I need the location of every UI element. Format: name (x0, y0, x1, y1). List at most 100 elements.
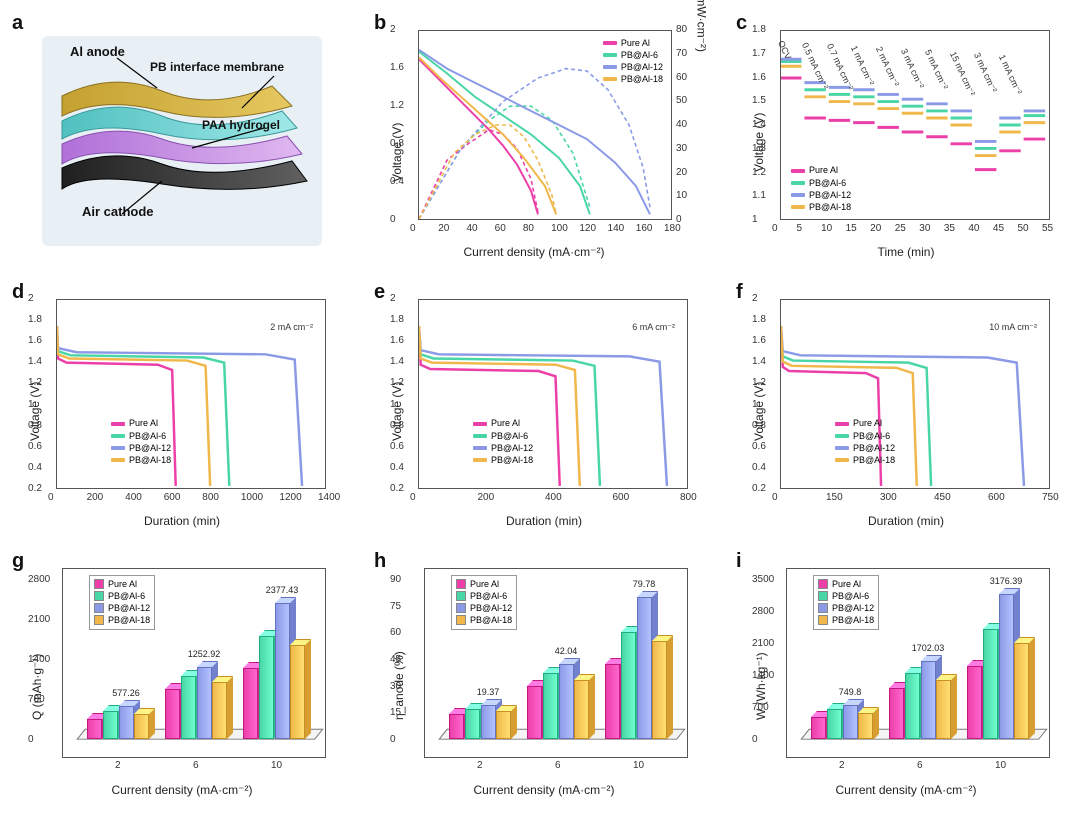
y2tick: 50 (676, 95, 687, 106)
ytick: 1.8 (752, 24, 766, 35)
ytick: 1.6 (390, 62, 404, 73)
xtick: 2 (477, 760, 483, 771)
xtick: 50 (1017, 223, 1028, 234)
bar-pure_al-2 (811, 717, 826, 739)
panel-letter-a: a (12, 12, 23, 35)
bar-pure_al-6 (889, 688, 904, 739)
schematic-diagram: Al anode PB interface membrane PAA hydro… (42, 36, 322, 246)
ytick: 2 (752, 293, 758, 304)
bar-pb6-2 (827, 709, 842, 739)
panel-letter-c: c (736, 12, 747, 35)
ytick: 1.8 (752, 314, 766, 325)
label-membrane: PB interface membrane (150, 60, 284, 74)
bar-pb12-6 (559, 664, 574, 739)
bar-pure_al-2 (449, 714, 464, 739)
bar-annotation: 577.26 (112, 688, 140, 698)
xtick: 450 (934, 492, 951, 503)
ytick: 2800 (28, 574, 50, 585)
ytick: 45 (390, 654, 401, 665)
bar-pure_al-10 (967, 666, 982, 739)
bar-pb12-6 (921, 661, 936, 739)
xtick: 15 (846, 223, 857, 234)
y2tick: 20 (676, 167, 687, 178)
power-curve-pb6 (419, 106, 590, 219)
legend-item-pb12: PB@Al-12 (835, 442, 895, 454)
ytick: 1.6 (28, 335, 42, 346)
panel-g: g Pure AlPB@Al-6PB@Al-12PB@Al-18 577.261… (12, 550, 344, 805)
plot-c-box: Pure AlPB@Al-6PB@Al-12PB@Al-18 OCV0.5 mA… (780, 30, 1050, 220)
ytick: 3500 (752, 574, 774, 585)
label-hydrogel: PAA hydrogel (202, 118, 280, 132)
y2tick: 70 (676, 48, 687, 59)
xlabel-d: Duration (min) (144, 514, 220, 528)
bar-pure_al-10 (605, 664, 620, 739)
ytick: 0.2 (752, 483, 766, 494)
plot-e-box: Pure AlPB@Al-6PB@Al-12PB@Al-18 6 mA cm⁻² (418, 299, 688, 489)
ytick: 1 (752, 399, 758, 410)
ytick: 0.4 (390, 462, 404, 473)
bar-annotation: 3176.39 (990, 576, 1023, 586)
plot-g-box: Pure AlPB@Al-6PB@Al-12PB@Al-18 577.26125… (62, 568, 326, 758)
plot-b-box: Pure AlPB@Al-6PB@Al-12PB@Al-18 (418, 30, 672, 220)
panel-c: c Pure AlPB@Al-6PB@Al-12PB@Al-18 OCV0.5 … (736, 12, 1068, 267)
ytick: 75 (390, 601, 401, 612)
ytick: 0.8 (390, 138, 404, 149)
ytick: 0.4 (28, 462, 42, 473)
bar-annotation: 2377.43 (266, 585, 299, 595)
xlabel-f: Duration (min) (868, 514, 944, 528)
ytick: 0.8 (390, 420, 404, 431)
xtick: 5 (797, 223, 803, 234)
xlabel-b: Current density (mA·cm⁻²) (463, 245, 604, 259)
ytick: 0 (390, 214, 396, 225)
bar-annotation: 1252.92 (188, 649, 221, 659)
xtick: 35 (944, 223, 955, 234)
bar-pb18-2 (134, 714, 149, 739)
bar-pb6-2 (465, 709, 480, 739)
bar-pb6-6 (905, 673, 920, 739)
ytick: 0.8 (752, 420, 766, 431)
ytick: 0.2 (390, 483, 404, 494)
plot-i-box: Pure AlPB@Al-6PB@Al-12PB@Al-18 749.81702… (786, 568, 1050, 758)
legend-c: Pure AlPB@Al-6PB@Al-12PB@Al-18 (787, 162, 855, 215)
legend-item-pb12: PB@Al-12 (111, 442, 171, 454)
y2tick: 60 (676, 72, 687, 83)
plot-d-box: Pure AlPB@Al-6PB@Al-12PB@Al-18 2 mA cm⁻² (56, 299, 326, 489)
xtick: 0 (772, 223, 778, 234)
xtick: 20 (870, 223, 881, 234)
bar-pure_al-6 (527, 686, 542, 739)
ytick: 1400 (28, 654, 50, 665)
bar-pb6-10 (983, 629, 998, 739)
xtick: 100 (551, 223, 568, 234)
ytick: 2 (390, 293, 396, 304)
panel-letter-h: h (374, 550, 386, 573)
ytick: 0.8 (28, 420, 42, 431)
discharge-curve-pb12 (419, 326, 667, 486)
legend-d: Pure AlPB@Al-6PB@Al-12PB@Al-18 (107, 415, 175, 468)
ytick: 60 (390, 627, 401, 638)
legend-item-pure_al: Pure Al (473, 417, 533, 429)
ytick: 1.2 (752, 167, 766, 178)
xtick: 0 (410, 223, 416, 234)
bar-annotation: 79.78 (633, 579, 656, 589)
xlabel-h: Current density (mA·cm⁻²) (473, 783, 614, 797)
xlabel-i: Current density (mA·cm⁻²) (835, 783, 976, 797)
bar-pb12-2 (119, 706, 134, 739)
xtick: 6 (917, 760, 923, 771)
ytick: 1 (390, 399, 396, 410)
legend-item-pb12: PB@Al-12 (603, 61, 663, 73)
ytick: 90 (390, 574, 401, 585)
xtick: 300 (880, 492, 897, 503)
condition-e: 6 mA cm⁻² (632, 322, 675, 333)
ytick: 0.2 (28, 483, 42, 494)
ytick: 1.2 (752, 377, 766, 388)
bar-pb6-2 (103, 711, 118, 739)
xtick: 200 (87, 492, 104, 503)
xtick: 0 (48, 492, 54, 503)
discharge-curve-pb12 (57, 326, 302, 486)
xtick: 45 (993, 223, 1004, 234)
bar-pb18-10 (290, 645, 305, 739)
bar-pb18-2 (496, 711, 511, 739)
bar-annotation: 19.37 (477, 687, 500, 697)
panel-b: b Pure AlPB@Al-6PB@Al-12PB@Al-18 Voltage… (374, 12, 706, 267)
legend-f: Pure AlPB@Al-6PB@Al-12PB@Al-18 (831, 415, 899, 468)
